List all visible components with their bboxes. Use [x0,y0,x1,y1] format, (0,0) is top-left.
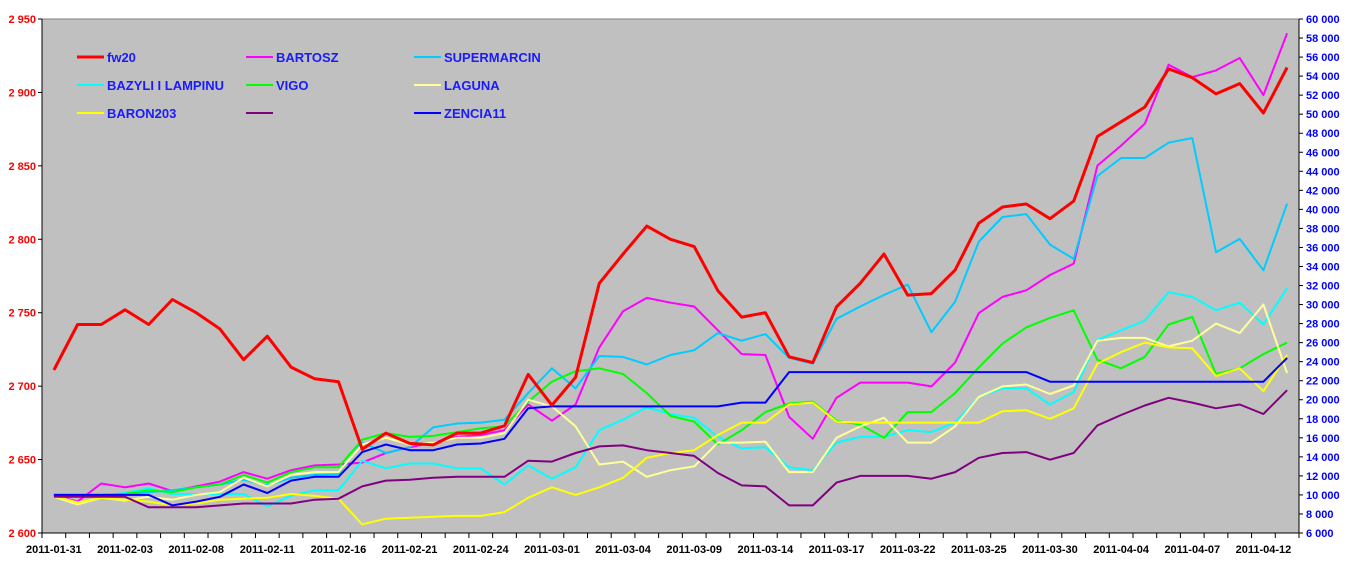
right-y-tick-label: 30 000 [1306,300,1340,312]
x-tick-label: 2011-03-04 [595,544,652,556]
right-y-tick-label: 38 000 [1306,223,1340,235]
left-y-tick-label: 2 900 [8,87,36,99]
left-y-tick-label: 2 950 [8,14,36,26]
legend-label: fw20 [107,50,136,65]
x-tick-label: 2011-03-22 [880,544,936,556]
right-y-tick-label: 26 000 [1306,338,1340,350]
x-tick-label: 2011-04-04 [1093,544,1150,556]
legend-item: BARON203 [77,106,176,121]
legend-label: LAGUNA [444,78,500,93]
right-y-tick-label: 36 000 [1306,242,1340,254]
right-y-tick-label: 50 000 [1306,109,1340,121]
x-tick-label: 2011-02-21 [382,544,438,556]
right-y-tick-label: 58 000 [1306,33,1340,45]
series-line-laguna [53,303,1289,506]
series-line-unnamed [53,389,1288,509]
series-line-vigo [53,309,1288,496]
right-y-tick-label: 32 000 [1306,281,1340,293]
right-y-tick-label: 52 000 [1306,90,1340,102]
right-y-tick-label: 10 000 [1306,490,1340,502]
left-y-tick-label: 2 750 [8,308,36,320]
legend-label: SUPERMARCIN [444,50,541,65]
x-tick-label: 2011-04-07 [1164,544,1220,556]
right-y-tick-label: 28 000 [1306,319,1340,331]
x-tick-label: 2011-02-16 [311,544,367,556]
right-y-tick-label: 8 000 [1306,509,1334,521]
x-tick-label: 2011-03-17 [809,544,865,556]
legend-item: SUPERMARCIN [414,50,541,65]
left-y-tick-label: 2 650 [8,455,36,467]
legend-item: BARTOSZ [246,50,339,65]
right-y-tick-label: 22 000 [1306,376,1340,388]
legend-label: BARON203 [107,106,176,121]
right-y-tick-label: 44 000 [1306,166,1340,178]
right-y-tick-label: 42 000 [1306,185,1340,197]
right-y-tick-label: 48 000 [1306,128,1340,140]
right-y-tick-label: 16 000 [1306,433,1340,445]
right-y-tick-label: 14 000 [1306,452,1340,464]
x-tick-label: 2011-03-25 [951,544,1007,556]
x-tick-label: 2011-03-01 [524,544,580,556]
x-tick-label: 2011-04-12 [1236,544,1292,556]
x-tick-label: 2011-02-11 [240,544,295,556]
right-y-tick-label: 56 000 [1306,52,1340,64]
x-tick-label: 2011-02-08 [168,544,224,556]
legend-label: BAZYLI I LAMPINU [107,78,224,93]
right-y-tick-label: 34 000 [1306,261,1340,273]
legend-item: LAGUNA [414,78,500,93]
right-y-tick-label: 24 000 [1306,357,1340,369]
legend-label: VIGO [276,78,309,93]
plot-area [42,19,1299,533]
series-line-zencia11 [53,357,1288,507]
legend-item: VIGO [246,78,309,93]
series-line-bazyli-i-lampinu [53,287,1288,508]
series-line-fw20 [52,66,1289,451]
x-tick-label: 2011-03-30 [1022,544,1078,556]
right-y-tick-label: 20 000 [1306,395,1340,407]
series-lines [52,32,1289,526]
left-y-tick-label: 2 700 [8,381,36,393]
x-tick-label: 2011-03-09 [666,544,722,556]
legend-label: ZENCIA11 [444,106,506,121]
legend-item: BAZYLI I LAMPINU [77,78,224,93]
x-tick-label: 2011-02-03 [97,544,153,556]
x-tick-label: 2011-03-14 [738,544,795,556]
left-y-tick-label: 2 600 [8,528,36,540]
left-y-tick-label: 2 800 [8,234,36,246]
left-y-tick-label: 2 850 [8,161,36,173]
right-y-tick-label: 46 000 [1306,147,1340,159]
axis-ticks: 2011-01-31 2011-02-03 2011-02-08 2011-02-11… [8,14,1339,556]
legend: fw20 BARTOSZ SUPERMARCIN BAZYLI I LAMPINU VI… [77,50,541,121]
right-y-tick-label: 6 000 [1306,528,1334,540]
right-y-tick-label: 18 000 [1306,414,1340,426]
x-tick-label: 2011-01-31 [26,544,82,556]
legend-item: ZENCIA11 [414,106,506,121]
legend-label: BARTOSZ [276,50,339,65]
right-y-tick-label: 60 000 [1306,14,1340,26]
right-y-tick-label: 12 000 [1306,471,1340,483]
x-tick-label: 2011-02-24 [453,544,510,556]
right-y-tick-label: 54 000 [1306,71,1340,83]
legend-item: fw20 [77,50,136,65]
right-y-tick-label: 40 000 [1306,204,1340,216]
